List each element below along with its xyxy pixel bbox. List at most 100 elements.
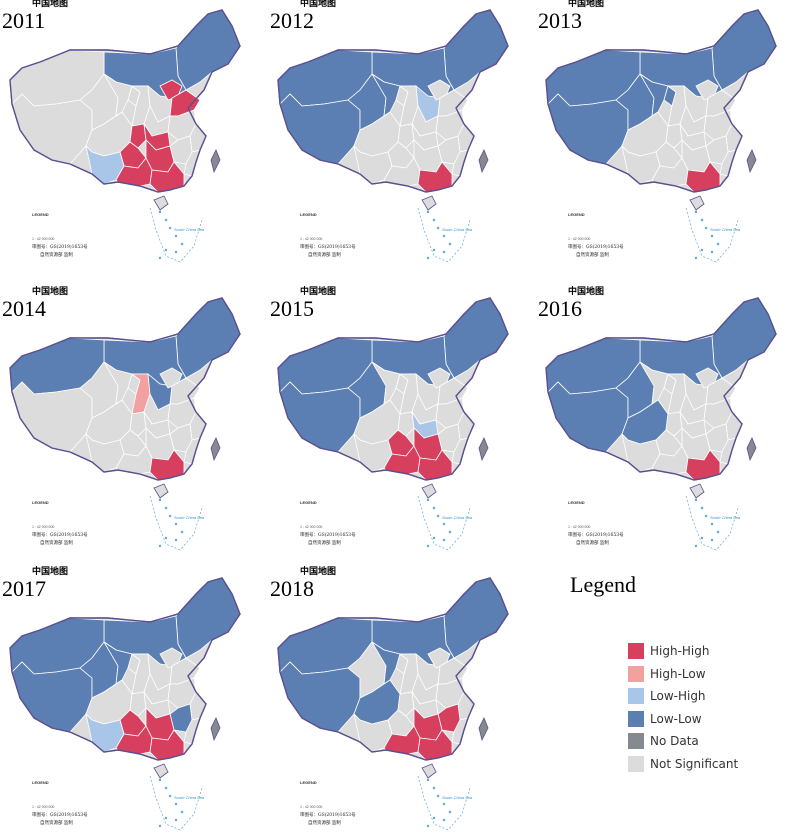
island-marker (432, 506, 436, 510)
island-marker (448, 810, 452, 814)
map-publisher: 自然资源部 监制 (576, 539, 609, 546)
island-marker (700, 218, 704, 222)
island-marker (442, 234, 446, 238)
island-marker (426, 256, 430, 260)
china-map: LEGEND 1 : 42 000 000 审图号：GS(2019)1653号自然资… (277, 9, 509, 263)
island-marker (426, 498, 430, 502)
legend-label: Low-Low (650, 711, 702, 726)
region-taiwan (210, 717, 221, 742)
map-legend-heading: LEGEND (568, 500, 585, 505)
china-border (545, 297, 777, 481)
island-marker (694, 544, 698, 548)
map-header-label: 中国地图 (300, 286, 337, 296)
sea-label: South China Sea (174, 795, 205, 800)
island-marker (694, 498, 698, 502)
map-legend-heading: LEGEND (568, 212, 585, 217)
region-taiwan (746, 149, 757, 174)
panel-year-label: 2016 (538, 296, 582, 321)
island-marker (164, 816, 168, 820)
region-gansu (103, 73, 133, 117)
island-marker (710, 538, 714, 542)
island-marker (694, 256, 698, 260)
china-border (277, 9, 509, 193)
map-scale-text: 1 : 42 000 000 (300, 237, 322, 241)
region-gansu (371, 641, 401, 685)
island-marker (442, 522, 446, 526)
island-marker (164, 536, 168, 540)
region-gansu (103, 641, 133, 685)
map-panel-2017: LEGEND 1 : 42 000 000 审图号：GS(2019)1653号 自然资… (0, 566, 260, 836)
panel-year-label: 2012 (270, 8, 314, 33)
map-approval-number: 审图号：GS(2019)1653号 (300, 531, 356, 538)
island-marker (180, 810, 184, 814)
legend-item-high-high: High-High (628, 640, 738, 662)
region-hainan (153, 195, 169, 211)
island-marker (174, 538, 178, 542)
island-marker (432, 816, 436, 820)
china-map: LEGEND 1 : 42 000 000 审图号：GS(2019)1653号自然资… (9, 297, 241, 551)
region-hainan (689, 483, 705, 499)
island-marker (700, 536, 704, 540)
map-publisher: 自然资源部 监制 (308, 251, 341, 258)
map-scale-text: 1 : 42 000 000 (32, 237, 54, 241)
region-taiwan (478, 717, 489, 742)
region-taiwan (210, 149, 221, 174)
map-panel-2016: LEGEND 1 : 42 000 000 审图号：GS(2019)1653号 自然资… (536, 286, 796, 556)
legend-title: Legend (570, 572, 636, 597)
sea-label: South China Sea (710, 515, 741, 520)
map-header-label: 中国地图 (32, 286, 69, 296)
island-marker (426, 778, 430, 782)
island-marker (436, 794, 440, 798)
region-gansu (371, 73, 401, 117)
map-publisher: 自然资源部 监制 (576, 251, 609, 258)
legend-swatch (628, 755, 644, 772)
island-marker (436, 226, 440, 230)
island-marker (442, 802, 446, 806)
china-map: LEGEND 1 : 42 000 000 审图号：GS(2019)1653号自然资… (545, 297, 777, 551)
china-border (545, 9, 777, 193)
island-marker (710, 234, 714, 238)
map-legend-heading: LEGEND (32, 780, 49, 785)
china-map: LEGEND 1 : 42 000 000 审图号：GS(2019)1653号自然资… (9, 577, 241, 831)
region-gansu (371, 361, 401, 405)
island-marker (158, 778, 162, 782)
panel-year-label: 2015 (270, 296, 314, 321)
map-panel-2013: LEGEND 1 : 42 000 000 审图号：GS(2019)1653号 自然资… (536, 0, 796, 268)
legend-label: Low-High (650, 689, 706, 703)
island-marker (432, 218, 436, 222)
panel-year-label: 2018 (270, 576, 314, 601)
island-marker (180, 242, 184, 246)
map-approval-number: 审图号：GS(2019)1653号 (568, 531, 624, 538)
map-panel-2011: LEGEND 1 : 42 000 000 审图号：GS(2019)1653号 自然资… (0, 0, 260, 268)
sea-label: South China Sea (710, 227, 741, 232)
map-approval-number: 审图号：GS(2019)1653号 (300, 243, 356, 250)
island-marker (158, 544, 162, 548)
map-approval-number: 审图号：GS(2019)1653号 (32, 531, 88, 538)
china-map: LEGEND 1 : 42 000 000 审图号：GS(2019)1653号自然资… (277, 577, 509, 831)
map-legend-heading: LEGEND (300, 500, 317, 505)
region-hainan (421, 195, 437, 211)
island-marker (704, 514, 708, 518)
map-approval-number: 审图号：GS(2019)1653号 (32, 811, 88, 818)
island-marker (174, 234, 178, 238)
island-marker (180, 530, 184, 534)
region-gansu (639, 73, 669, 117)
island-marker (432, 786, 436, 790)
island-marker (426, 544, 430, 548)
panel-year-label: 2017 (2, 576, 46, 601)
map-scale-text: 1 : 42 000 000 (300, 805, 322, 809)
region-taiwan (746, 437, 757, 462)
map-header-label: 中国地图 (300, 566, 337, 576)
map-header-label: 中国地图 (300, 0, 337, 8)
island-marker (432, 536, 436, 540)
region-gansu (639, 361, 669, 405)
china-border (9, 9, 241, 193)
island-marker (168, 794, 172, 798)
map-legend-heading: LEGEND (300, 780, 317, 785)
region-hainan (153, 763, 169, 779)
island-marker (442, 538, 446, 542)
island-marker (164, 506, 168, 510)
china-border (9, 297, 241, 481)
legend-swatch (628, 710, 644, 727)
island-marker (694, 210, 698, 214)
